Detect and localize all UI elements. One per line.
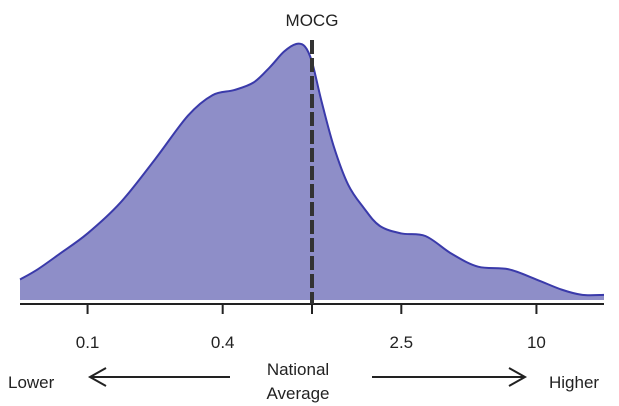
x-tick-label: 0.4 xyxy=(211,333,235,352)
center-label-line2: Average xyxy=(266,384,329,403)
reference-label: MOCG xyxy=(286,11,339,30)
higher-label: Higher xyxy=(549,373,599,392)
x-tick-label: 2.5 xyxy=(389,333,413,352)
right-arrow-icon xyxy=(372,367,528,387)
x-tick-label: 0.1 xyxy=(76,333,100,352)
left-arrow-icon xyxy=(87,367,230,387)
x-ticks: 0.1 0.4 2.5 10 xyxy=(76,304,546,352)
center-label-line1: National xyxy=(267,360,329,379)
x-tick-label: 10 xyxy=(527,333,546,352)
lower-label: Lower xyxy=(8,373,55,392)
